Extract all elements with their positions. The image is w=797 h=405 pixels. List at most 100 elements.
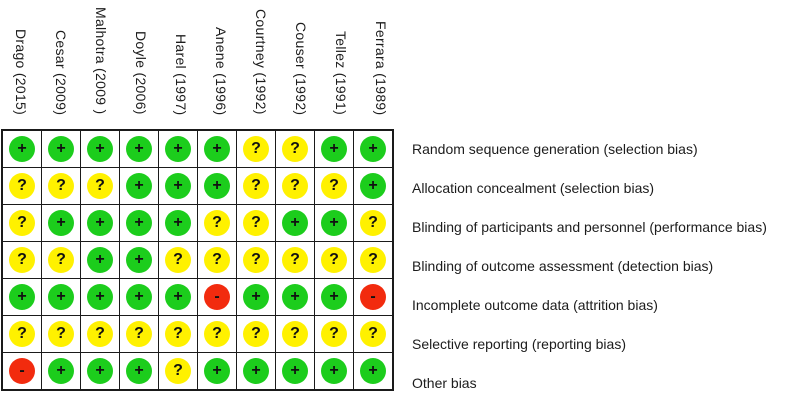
judgement-cell: + bbox=[41, 204, 81, 242]
judgement-circle: - bbox=[360, 284, 386, 310]
judgement-circle: + bbox=[48, 284, 74, 310]
domain-label: Allocation concealment (selection bias) bbox=[412, 179, 655, 196]
judgement-cell-inner: ? bbox=[315, 168, 353, 204]
judgement-cell: + bbox=[119, 204, 159, 242]
grid-row: ? + + + +?? + +? bbox=[1, 204, 394, 242]
judgement-cell-inner: ? bbox=[198, 205, 236, 241]
judgement-circle: ? bbox=[204, 247, 230, 273]
judgement-cell-inner: ? bbox=[3, 316, 41, 352]
study-label: Malhotra (2009 ) bbox=[93, 7, 109, 115]
judgement-circle: ? bbox=[165, 247, 191, 273]
judgement-circle: ? bbox=[321, 321, 347, 347]
judgement-cell-inner: + bbox=[159, 279, 197, 315]
study-header: Cesar (2009) bbox=[41, 0, 81, 129]
judgement-cell: ? bbox=[353, 241, 394, 279]
judgement-circle: ? bbox=[360, 321, 386, 347]
judgement-cell-inner: + bbox=[120, 353, 158, 389]
judgement-cell: ? bbox=[236, 204, 276, 242]
judgement-cell-inner: ? bbox=[237, 205, 275, 241]
judgement-cell-inner: ? bbox=[276, 168, 314, 204]
judgement-cell: ? bbox=[197, 204, 237, 242]
judgement-circle: ? bbox=[204, 321, 230, 347]
judgement-cell-inner: ? bbox=[237, 316, 275, 352]
judgement-cell: + bbox=[41, 352, 81, 391]
judgement-cell: ? bbox=[80, 315, 120, 353]
judgement-cell-inner: + bbox=[81, 242, 119, 278]
judgement-circle: ? bbox=[204, 210, 230, 236]
judgement-circle: + bbox=[321, 358, 347, 384]
judgement-cell: - bbox=[1, 352, 42, 391]
judgement-cell-inner: + bbox=[42, 353, 80, 389]
study-header: Tellez (1991) bbox=[321, 0, 361, 129]
judgement-cell-inner: ? bbox=[354, 316, 392, 352]
judgement-cell-inner: - bbox=[3, 353, 41, 389]
judgement-circle: + bbox=[87, 358, 113, 384]
judgement-circle: + bbox=[48, 210, 74, 236]
judgement-circle: ? bbox=[282, 136, 308, 162]
judgement-cell: + bbox=[80, 129, 120, 168]
study-header: Malhotra (2009 ) bbox=[81, 0, 121, 129]
judgement-cell-inner: + bbox=[276, 205, 314, 241]
judgement-cell-inner: ? bbox=[276, 242, 314, 278]
domain-label: Blinding of participants and personnel (… bbox=[412, 218, 767, 235]
judgement-cell-inner: + bbox=[315, 353, 353, 389]
judgement-cell: ? bbox=[236, 241, 276, 279]
judgement-circle: + bbox=[9, 284, 35, 310]
judgement-circle: + bbox=[87, 284, 113, 310]
judgement-cell-inner: + bbox=[81, 205, 119, 241]
judgement-circle: ? bbox=[360, 210, 386, 236]
judgement-circle: ? bbox=[165, 358, 191, 384]
judgement-circle: + bbox=[165, 284, 191, 310]
judgement-cell: ? bbox=[1, 167, 42, 205]
judgement-cell-inner: + bbox=[120, 205, 158, 241]
judgement-circle: ? bbox=[282, 321, 308, 347]
judgement-cell: + bbox=[197, 129, 237, 168]
domain-label: Other bias bbox=[412, 374, 477, 391]
judgement-cell: ? bbox=[158, 241, 198, 279]
judgement-circle: + bbox=[165, 173, 191, 199]
judgement-cell: + bbox=[275, 278, 315, 316]
judgement-circle: ? bbox=[243, 136, 269, 162]
judgement-cell-inner: + bbox=[120, 168, 158, 204]
judgement-cell-inner: ? bbox=[315, 316, 353, 352]
judgement-cell: ? bbox=[353, 315, 394, 353]
judgement-cell-inner: + bbox=[81, 131, 119, 167]
judgement-cell: - bbox=[353, 278, 394, 316]
grid-row: + + + + + - + + + - bbox=[1, 278, 394, 316]
grid-row: ?? + +?????? bbox=[1, 241, 394, 279]
judgement-cell-inner: - bbox=[354, 279, 392, 315]
judgement-cell: + bbox=[314, 129, 354, 168]
judgement-cell: ? bbox=[236, 167, 276, 205]
judgement-cell-inner: ? bbox=[159, 242, 197, 278]
judgement-circle: - bbox=[9, 358, 35, 384]
judgement-cell-inner: + bbox=[120, 279, 158, 315]
judgement-cell-inner: ? bbox=[159, 353, 197, 389]
judgement-circle: + bbox=[360, 173, 386, 199]
judgement-circle: + bbox=[126, 173, 152, 199]
judgement-cell-inner: ? bbox=[354, 205, 392, 241]
judgement-circle: + bbox=[321, 136, 347, 162]
judgement-circle: + bbox=[204, 358, 230, 384]
judgement-circle: + bbox=[87, 210, 113, 236]
judgement-circle: + bbox=[48, 136, 74, 162]
domain-label: Incomplete outcome data (attrition bias) bbox=[412, 296, 658, 313]
judgement-cell: ? bbox=[1, 241, 42, 279]
judgement-cell-inner: + bbox=[42, 279, 80, 315]
judgement-cell-inner: + bbox=[237, 353, 275, 389]
judgement-cell: + bbox=[80, 278, 120, 316]
judgement-cell-inner: + bbox=[198, 131, 236, 167]
judgement-cell-inner: ? bbox=[81, 316, 119, 352]
judgement-circle: + bbox=[243, 284, 269, 310]
judgement-circle: + bbox=[321, 210, 347, 236]
judgement-circle: ? bbox=[321, 173, 347, 199]
study-header: Anene (1996) bbox=[201, 0, 241, 129]
judgement-cell-inner: ? bbox=[159, 316, 197, 352]
judgement-cell: + bbox=[314, 204, 354, 242]
judgement-cell: ? bbox=[158, 352, 198, 391]
judgement-cell: + bbox=[119, 241, 159, 279]
judgement-cell-inner: + bbox=[120, 242, 158, 278]
judgement-cell: + bbox=[80, 241, 120, 279]
judgement-cell: + bbox=[119, 352, 159, 391]
judgement-cell: + bbox=[158, 129, 198, 168]
judgement-circle: ? bbox=[48, 247, 74, 273]
